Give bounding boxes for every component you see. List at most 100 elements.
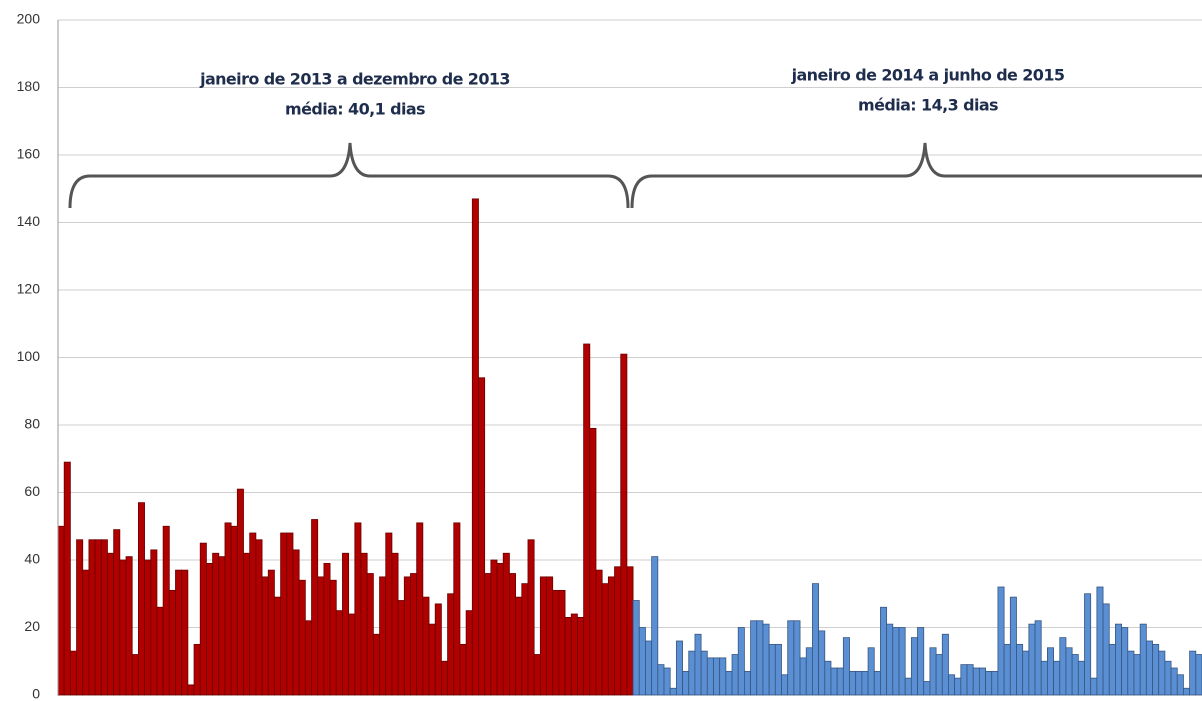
bar [886, 623, 894, 696]
bar [422, 596, 430, 696]
bar [966, 664, 974, 696]
bar [539, 576, 547, 696]
bar [1053, 660, 1061, 696]
bar [1102, 603, 1110, 696]
bar [348, 613, 356, 696]
bar [873, 670, 881, 696]
bar [490, 559, 498, 696]
bar [731, 654, 739, 696]
bar [1009, 596, 1017, 696]
bar [440, 660, 448, 696]
bar [601, 583, 609, 696]
bar [311, 519, 319, 696]
bar [805, 647, 813, 696]
bar [855, 670, 863, 696]
bar [162, 525, 170, 696]
bar [713, 657, 721, 696]
bar [663, 667, 671, 696]
bar [669, 687, 677, 696]
bar [570, 613, 578, 696]
bar [1016, 643, 1024, 696]
bar [929, 647, 937, 696]
bar [261, 576, 269, 696]
bar [842, 637, 850, 696]
bar [175, 569, 183, 696]
bar [638, 627, 646, 696]
bar [236, 488, 244, 696]
bar [416, 522, 424, 696]
bar [125, 556, 133, 696]
y-tick-label: 100 [17, 348, 41, 364]
bar [199, 542, 207, 696]
bar [552, 589, 560, 696]
bar [150, 549, 158, 696]
bar [453, 522, 461, 696]
y-tick-label: 120 [17, 281, 41, 297]
bar [978, 667, 986, 696]
bar [830, 667, 838, 696]
y-tick-label: 140 [17, 213, 41, 229]
bar [1133, 654, 1141, 696]
bar [379, 576, 387, 696]
bar [762, 623, 770, 696]
y-tick-label: 200 [17, 11, 41, 27]
bar [1084, 593, 1092, 696]
bar [107, 552, 115, 696]
bar [1139, 623, 1147, 696]
bar [991, 670, 999, 696]
bar [1158, 650, 1166, 696]
bar [1022, 650, 1030, 696]
bar [1003, 643, 1011, 696]
bar [181, 569, 189, 696]
annotation: média: 40,1 dias [285, 100, 425, 119]
bar [1071, 654, 1079, 696]
bar [614, 566, 622, 696]
bar [972, 667, 980, 696]
bar [1145, 640, 1153, 696]
bar [249, 532, 257, 696]
bar [410, 573, 418, 696]
bar [1152, 643, 1160, 696]
bar [546, 576, 554, 696]
bar [935, 654, 943, 696]
bar [645, 640, 653, 696]
bar [403, 576, 411, 696]
bar [725, 670, 733, 696]
bar [904, 677, 912, 696]
bar [447, 593, 455, 696]
annotation: média: 14,3 dias [858, 96, 998, 115]
brace [68, 142, 630, 209]
bar [719, 657, 727, 696]
bar [657, 664, 665, 696]
bar [366, 573, 374, 696]
bar [917, 627, 925, 696]
bar [484, 573, 492, 696]
bar [521, 583, 529, 696]
bar [744, 670, 751, 696]
bar [94, 539, 102, 696]
annotation: janeiro de 2013 a dezembro de 2013 [199, 70, 510, 89]
bar [985, 670, 993, 696]
bar [923, 681, 931, 696]
bar [1034, 620, 1042, 696]
bar [69, 650, 77, 696]
bar [787, 620, 795, 696]
y-tick-label: 0 [32, 686, 40, 701]
bar [1077, 660, 1085, 696]
bar [651, 556, 659, 696]
bar [502, 552, 510, 696]
bar [564, 616, 572, 696]
bar [100, 539, 108, 696]
bar [861, 670, 869, 696]
bar [620, 353, 628, 696]
bar [737, 627, 745, 696]
bar [626, 566, 634, 696]
bar [583, 343, 591, 696]
bar [849, 670, 857, 696]
bar [168, 589, 176, 696]
bar [824, 660, 832, 696]
bar [243, 552, 251, 696]
y-tick-label: 180 [17, 78, 41, 94]
bar [304, 620, 312, 696]
